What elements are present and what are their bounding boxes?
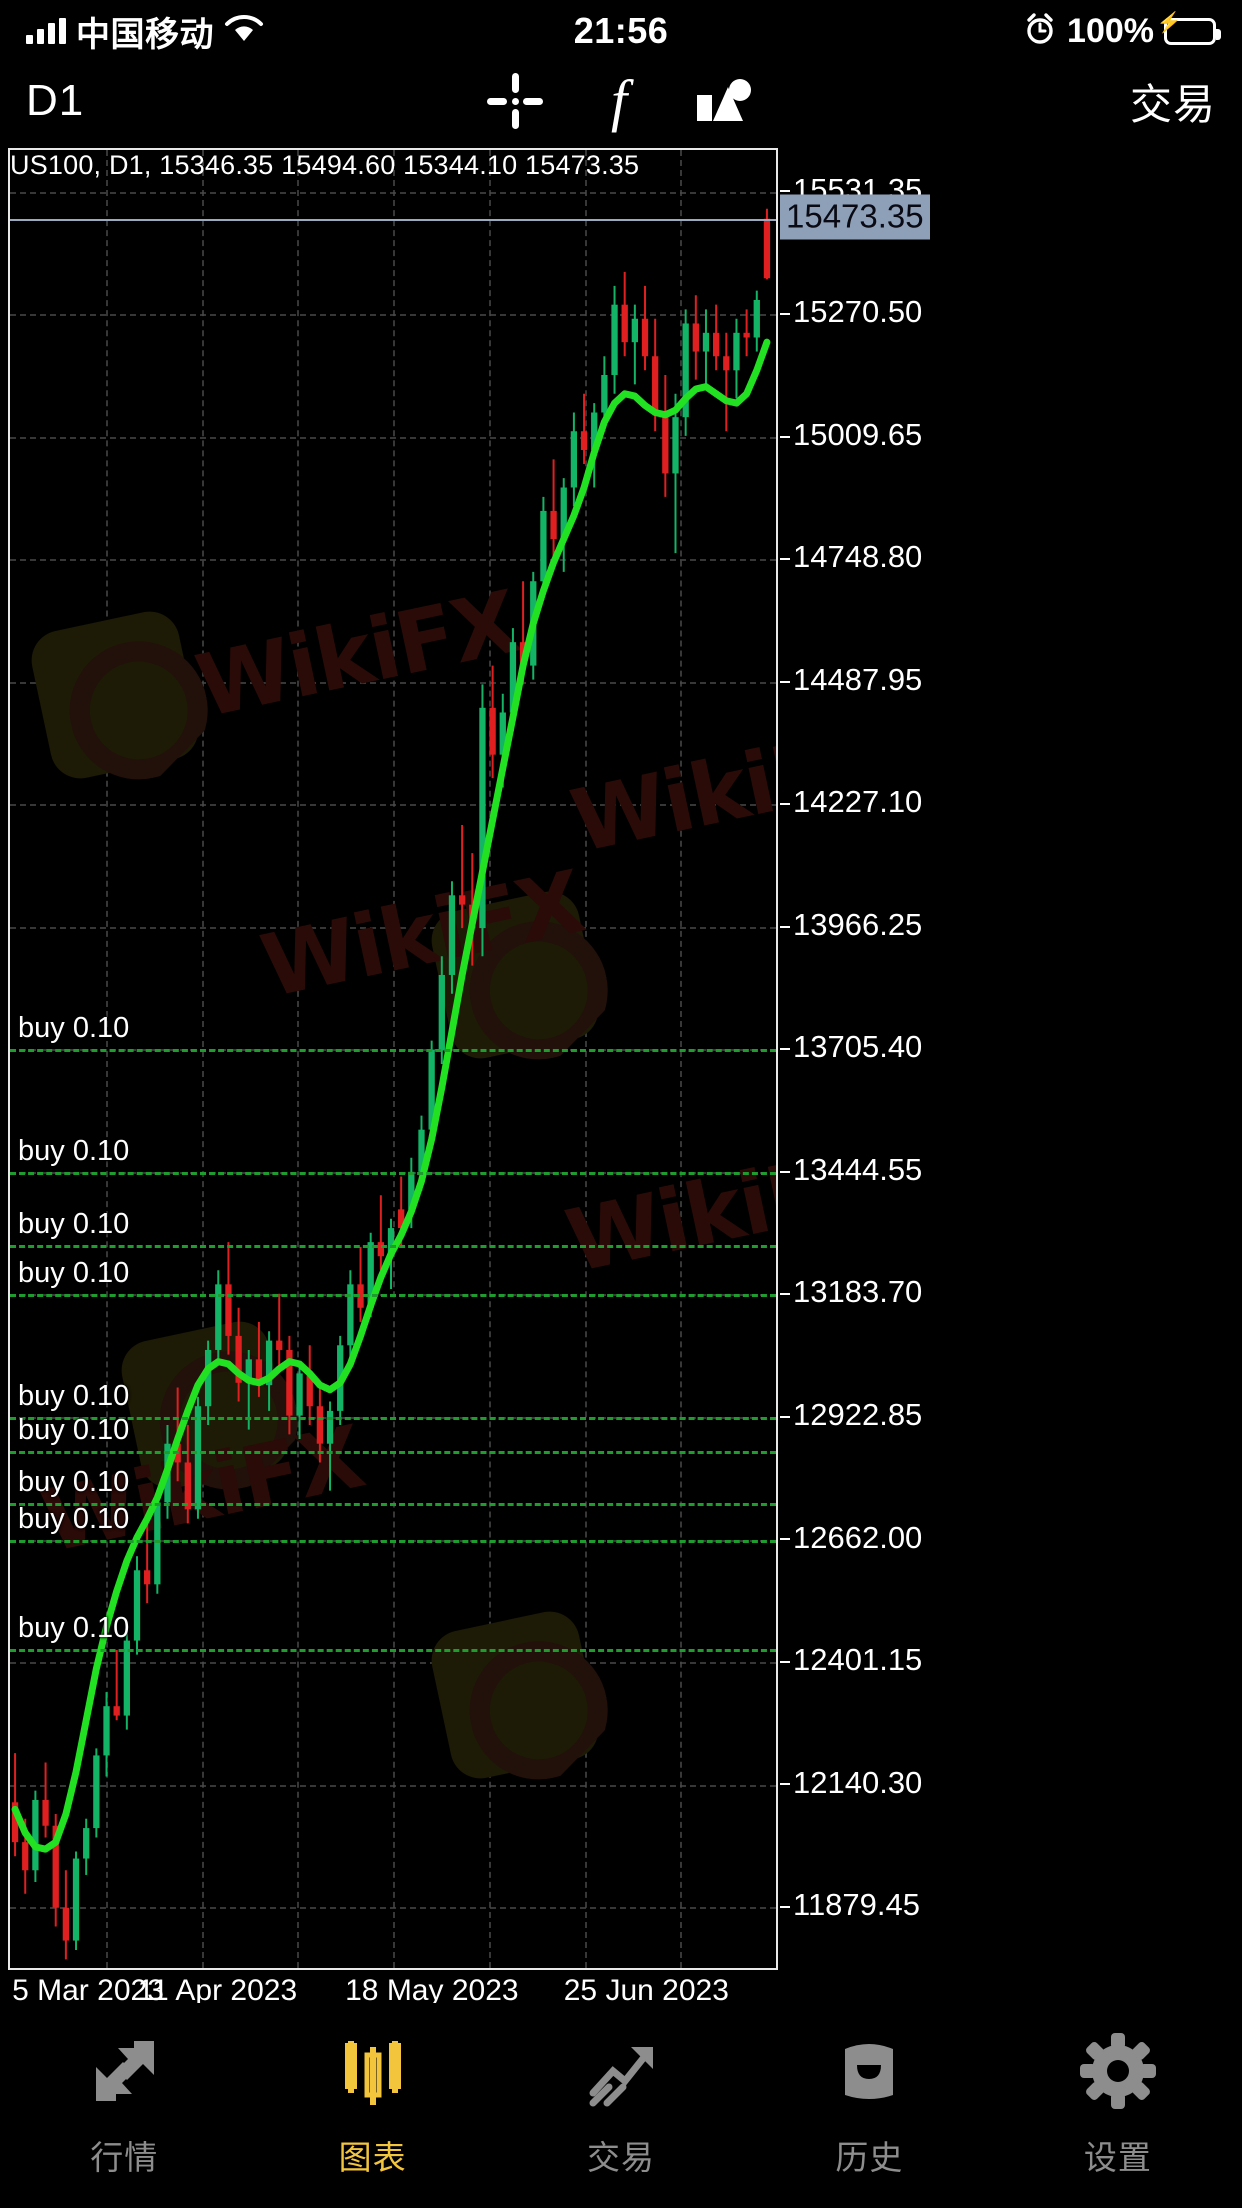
price-tick-label: 13966.25 [793,906,923,942]
carrier-label: 中国移动 [76,15,214,54]
crosshair-icon[interactable] [486,73,543,129]
current-price-line [10,218,776,221]
date-tick-label: 5 Mar 2023 [12,1974,164,2007]
order-label[interactable]: buy 0.10 [18,1257,130,1290]
price-tick-label: 14227.10 [793,784,923,820]
order-level-line[interactable] [10,1648,776,1652]
moving-average-line [11,338,771,1853]
price-tick: 14227.10 [780,784,922,820]
date-tick-label: 25 Jun 2023 [563,1974,729,2007]
bottom-tab-bar: 行情 图表 [0,2003,1242,2208]
status-bar: 中国移动 21:56 100% ⚡ [0,0,1242,62]
status-bar-right: 100% ⚡ [1023,11,1221,51]
price-tick-label: 13183.70 [793,1274,923,1310]
price-tick: 13705.40 [780,1029,922,1065]
tab-quotes[interactable]: 行情 [0,2025,248,2179]
price-tick: 13966.25 [780,907,922,943]
tab-label-trade: 交易 [587,2139,656,2176]
tab-label-charts: 图表 [338,2139,407,2176]
price-tick: 14487.95 [780,662,922,698]
chart-area[interactable]: WikiFX WikiFX WikiFX WikiFX WikiFX buy 0.10 b… [0,140,1242,2007]
timeframe-button[interactable]: D1 [26,76,85,125]
date-tick-label: 18 May 2023 [345,1974,519,2007]
order-label[interactable]: buy 0.10 [18,1502,130,1535]
price-tick: 12922.85 [780,1397,922,1433]
tab-label-settings: 设置 [1083,2139,1152,2176]
battery-percent-label: 100% [1067,11,1154,50]
order-label[interactable]: buy 0.10 [18,1465,130,1498]
tab-label-quotes: 行情 [90,2139,159,2176]
price-tick: 15009.65 [780,417,922,453]
price-tick: 11879.45 [780,1887,920,1923]
price-axis[interactable]: 15531.35 15270.50 15009.65 14748.80 14487.95… [780,148,1242,1970]
price-tick-label: 13444.55 [793,1151,923,1187]
price-tick-label: 12140.30 [793,1764,923,1800]
tab-settings[interactable]: 设置 [994,2025,1242,2179]
price-tick-label: 12922.85 [793,1397,923,1433]
alarm-clock-icon [1023,12,1057,51]
price-tick-label: 11879.45 [793,1887,920,1923]
nav-tools-group: f [0,62,1242,140]
price-tick: 14748.80 [780,539,922,575]
order-label[interactable]: buy 0.10 [18,1134,130,1167]
price-tick: 13444.55 [780,1152,922,1188]
price-tick-label: 13705.40 [793,1029,923,1065]
order-label[interactable]: buy 0.10 [18,1012,130,1045]
price-tick-label: 12401.15 [793,1642,923,1678]
order-level-line[interactable] [10,1171,776,1175]
price-tick-label: 14487.95 [793,661,923,697]
price-tick: 12401.15 [780,1642,922,1678]
price-tick-label: 14748.80 [793,539,923,575]
order-level-line[interactable] [10,1244,776,1248]
quotes-arrows-icon [82,2025,166,2117]
date-tick-label: 11 Apr 2023 [137,1974,298,2007]
date-axis: 5 Mar 2023 11 Apr 2023 18 May 2023 25 Jun 2… [8,1974,778,2024]
order-label[interactable]: buy 0.10 [18,1380,130,1413]
chart-nav-bar: D1 f 交易 [0,62,1242,140]
gear-settings-icon [1076,2025,1160,2117]
order-level-line[interactable] [10,1539,776,1543]
history-archive-icon [827,2025,911,2117]
price-tick: 12140.30 [780,1765,922,1801]
price-tick: 12662.00 [780,1520,922,1556]
battery-charging-icon: ⚡ [1157,13,1221,45]
tab-charts[interactable]: 图表 [248,2025,496,2179]
grid-line-vertical [776,150,778,1968]
price-tick-label: 15009.65 [793,416,923,452]
order-label[interactable]: buy 0.10 [18,1414,130,1447]
price-plot[interactable]: WikiFX WikiFX WikiFX WikiFX WikiFX buy 0.10 b… [8,148,778,1970]
candlestick-chart-icon [331,2025,415,2117]
tab-history[interactable]: 历史 [745,2025,993,2179]
order-level-line[interactable] [10,1049,776,1053]
tab-trade[interactable]: 交易 [497,2025,745,2179]
order-label[interactable]: buy 0.10 [18,1207,130,1240]
price-tick-label: 12662.00 [793,1519,923,1555]
price-tick-label: 15270.50 [793,294,923,330]
status-bar-left: 中国移动 [26,7,264,56]
trade-trend-icon [579,2025,663,2117]
function-f-icon[interactable]: f [610,68,628,133]
price-tick: 13183.70 [780,1274,922,1310]
wifi-icon [224,14,264,49]
chart-objects-icon[interactable] [695,77,755,125]
order-level-line[interactable] [10,1294,776,1298]
trade-button[interactable]: 交易 [1129,80,1216,128]
tab-label-history: 历史 [835,2139,904,2176]
signal-bars-icon [26,18,66,44]
price-tick: 15270.50 [780,294,922,330]
current-price-badge: 15473.35 [780,194,930,240]
order-level-line[interactable] [10,1451,776,1455]
order-label[interactable]: buy 0.10 [18,1611,130,1644]
quote-header: US100, D1, 15346.35 15494.60 15344.10 15… [10,150,640,180]
